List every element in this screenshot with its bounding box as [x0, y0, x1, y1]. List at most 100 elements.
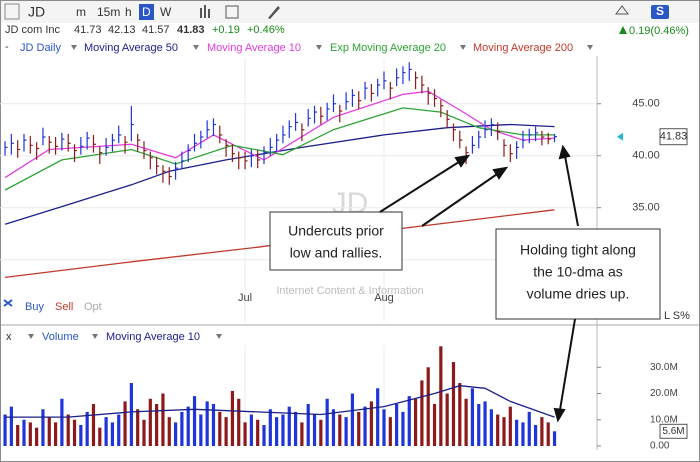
volume-bar — [110, 422, 115, 446]
dropdown[interactable] — [316, 45, 322, 50]
note-line: low and rallies. — [290, 245, 383, 261]
legend-entry: Exp Moving Average 20 — [330, 42, 446, 54]
symbol[interactable]: JD — [28, 4, 45, 20]
volume-bar — [275, 417, 279, 446]
volume-bar — [401, 411, 405, 446]
interval[interactable]: m — [76, 5, 86, 19]
dropdown[interactable] — [460, 45, 466, 50]
volume-bar — [432, 404, 437, 446]
volume-bar — [344, 417, 348, 446]
volume-bar — [489, 409, 493, 446]
open: 41.73 — [74, 24, 102, 36]
interval[interactable]: h — [125, 5, 132, 19]
volume-bar — [312, 414, 317, 446]
summary: 0.19(0.46%) — [629, 25, 689, 37]
volume-bar — [420, 380, 424, 446]
high: 42.13 — [108, 24, 136, 36]
y-tick-label: 0.00 — [650, 441, 670, 452]
volume-bar — [395, 404, 399, 446]
interval[interactable]: 15m — [97, 5, 120, 19]
sell-button[interactable]: Sell — [55, 301, 73, 313]
trade-icon — [3, 299, 13, 307]
volume-bar — [249, 414, 253, 446]
up-arrow — [619, 26, 627, 34]
interval[interactable]: D — [142, 5, 151, 19]
interval[interactable]: W — [160, 5, 172, 19]
last: 41.83 — [177, 24, 205, 36]
dropdown[interactable] — [28, 334, 34, 339]
volume-bar — [521, 422, 525, 446]
dropdown[interactable] — [193, 45, 199, 50]
volume-bar — [180, 411, 184, 446]
volume-bar — [357, 411, 361, 446]
series-line — [5, 209, 555, 279]
volume-bar — [72, 419, 77, 446]
volume-bar — [192, 396, 197, 446]
volume-bar — [60, 398, 64, 446]
volume-bar — [47, 417, 51, 446]
option-button[interactable]: Opt — [84, 301, 102, 313]
buy-button[interactable]: Buy — [25, 301, 44, 313]
volume-bar — [325, 398, 329, 446]
search-icon[interactable] — [4, 3, 20, 20]
volume-bar — [148, 398, 152, 446]
dropdown[interactable] — [216, 334, 222, 339]
volume-bar — [502, 417, 506, 446]
change: +0.19 — [212, 24, 240, 36]
volume-bar — [268, 409, 272, 446]
volume-bar — [445, 393, 449, 446]
volume-bar — [237, 398, 241, 446]
volume-bar — [205, 401, 209, 446]
volume-bar — [287, 406, 291, 446]
tool-icons — [200, 5, 629, 19]
volume-bar — [199, 414, 203, 446]
volume-bar — [3, 414, 7, 446]
volume-bar — [369, 401, 373, 446]
watermark-industry: Internet Content & Information — [276, 285, 423, 297]
volume-bar — [35, 427, 39, 446]
volume-bar — [28, 422, 32, 446]
volume-bar — [262, 425, 266, 446]
volume-bar — [79, 425, 83, 446]
volume-tag-label: 5.6M — [662, 426, 684, 437]
volume-bar — [98, 427, 102, 446]
volume-bar — [85, 411, 89, 446]
company-name: JD com Inc — [5, 24, 61, 36]
volume-bar — [413, 398, 418, 446]
legend-entry: Moving Average 50 — [84, 42, 178, 54]
volume-bar — [41, 409, 45, 446]
volume-bar — [363, 406, 367, 446]
volume-bar — [129, 383, 133, 446]
price-marker — [617, 132, 623, 141]
volume-bar — [186, 406, 190, 446]
volume-bar — [496, 414, 500, 446]
volume-bar — [167, 417, 171, 446]
volume-bar — [508, 406, 512, 446]
volume-bar — [104, 417, 108, 446]
volume-bar — [243, 422, 247, 446]
scale-toggle[interactable]: L S% — [664, 310, 690, 322]
interval-selected — [139, 4, 154, 20]
volume-bar — [464, 398, 468, 446]
settings-button[interactable] — [651, 5, 669, 19]
collapse[interactable]: - — [5, 41, 9, 53]
chart-label: JD Daily — [20, 42, 61, 54]
close-panel[interactable]: x — [6, 331, 12, 343]
note-line: volume dries up. — [527, 286, 630, 302]
volume-bar — [407, 396, 411, 446]
volume-bar — [388, 417, 392, 446]
volume-bar — [331, 409, 336, 446]
low: 41.57 — [142, 24, 170, 36]
volume-bar — [53, 422, 58, 446]
y-tick-label: 10.0M — [650, 414, 678, 425]
annotations: Undercuts prior low and rallies. Holding… — [269, 144, 661, 423]
dropdown[interactable] — [71, 45, 77, 50]
volume-label: Volume — [42, 331, 79, 343]
dropdown[interactable] — [92, 334, 98, 339]
dropdown[interactable] — [587, 45, 593, 50]
series-line — [5, 385, 555, 418]
y-tick-label: 20.0M — [650, 388, 678, 399]
volume-tag — [659, 423, 688, 439]
volume-bar — [350, 393, 355, 446]
volume-bar — [527, 411, 531, 446]
